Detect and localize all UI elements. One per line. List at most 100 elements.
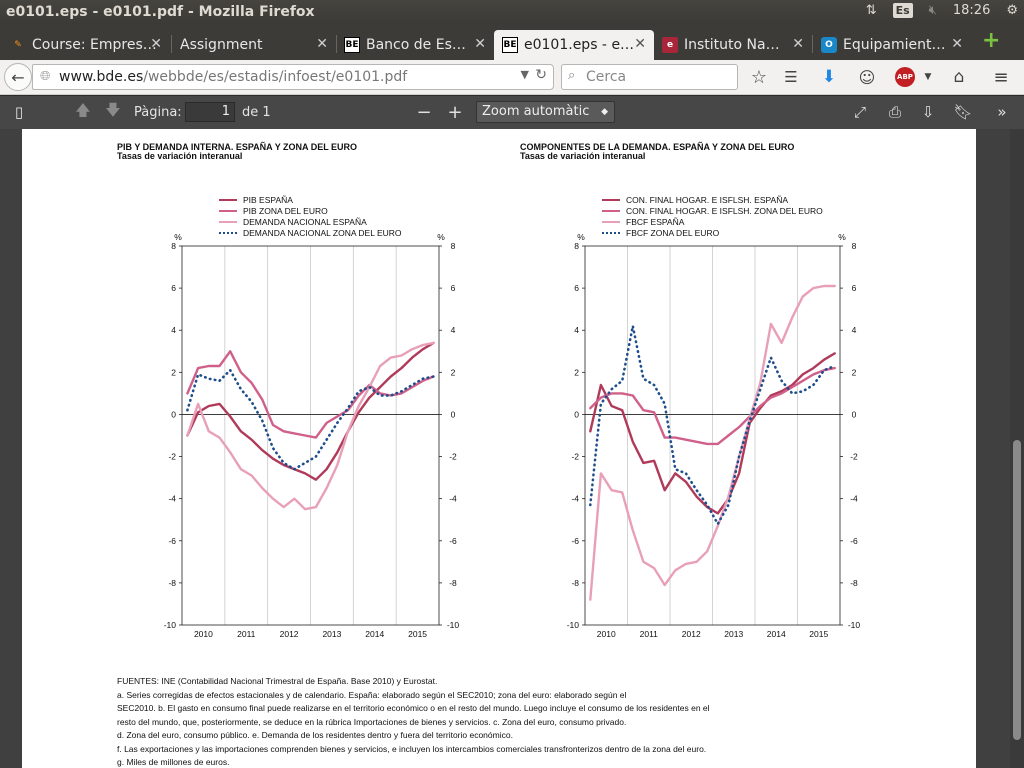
- clock[interactable]: 18:26: [952, 3, 991, 18]
- y-tick-label-right: -8: [850, 578, 858, 588]
- zoom-out-icon[interactable]: −: [416, 101, 432, 123]
- reload-icon[interactable]: ↻: [535, 67, 547, 83]
- x-tick-label: 2011: [640, 629, 659, 639]
- legend-swatch: [219, 199, 237, 201]
- tab-banco-espana[interactable]: BE Banco de Es… ✕: [336, 30, 494, 60]
- chevron-down-icon: ▼: [924, 72, 932, 82]
- x-tick-label: 2012: [280, 629, 299, 639]
- pdf-page: PIB Y DEMANDA INTERNA. ESPAÑA Y ZONA DEL…: [22, 129, 976, 768]
- tools-chevron-icon[interactable]: »: [997, 103, 1007, 121]
- reading-list-button[interactable]: ☰: [780, 66, 802, 88]
- home-button[interactable]: ⌂: [948, 66, 970, 88]
- legend-item: PIB ZONA DEL EURO: [219, 206, 328, 216]
- previous-page-icon[interactable]: 🡅: [75, 100, 91, 119]
- footnote-line: FUENTES: INE (Contabilidad Nacional Trim…: [117, 676, 438, 686]
- page-number-input[interactable]: 1: [185, 102, 235, 122]
- download-icon[interactable]: ⇩: [921, 103, 935, 121]
- chart1-title: PIB Y DEMANDA INTERNA. ESPAÑA Y ZONA DEL…: [117, 142, 358, 152]
- y-tick-label-right: -2: [850, 452, 858, 462]
- close-icon[interactable]: ✕: [150, 36, 162, 52]
- y-tick-label-left: -10: [567, 620, 580, 630]
- y-tick-label-left: 8: [574, 241, 579, 251]
- adblock-icon: ABP: [897, 73, 913, 81]
- zoom-select[interactable]: Zoom automàtic ◆: [476, 101, 615, 123]
- window-title: e0101.eps - e0101.pdf - Mozilla Firefox: [6, 4, 315, 20]
- y-tick-label-right: -2: [449, 452, 457, 462]
- chevron-updown-icon: ◆: [601, 107, 608, 117]
- legend-label: FBCF ZONA DEL EURO: [626, 228, 720, 238]
- legend-item: PIB ESPAÑA: [219, 195, 293, 205]
- y-tick-label-right: 0: [451, 409, 456, 419]
- close-icon[interactable]: ✕: [951, 36, 963, 52]
- power-gear-icon[interactable]: ⚙: [1006, 3, 1018, 18]
- x-tick-label: 2015: [408, 629, 427, 639]
- url-bar[interactable]: 🌐︎ www.bde.es/webbde/es/estadis/infoest/…: [32, 64, 554, 90]
- legend-item: FBCF ESPAÑA: [602, 217, 684, 227]
- y-tick-label-right: -8: [449, 578, 457, 588]
- menu-button[interactable]: ≡: [990, 66, 1012, 88]
- legend-label: FBCF ESPAÑA: [626, 217, 685, 227]
- hello-button[interactable]: ☺: [856, 66, 878, 88]
- legend-swatch: [602, 232, 620, 234]
- search-placeholder: Cerca: [586, 69, 627, 85]
- navigation-toolbar: ← 🌐︎ www.bde.es/webbde/es/estadis/infoes…: [0, 60, 1024, 95]
- tab-equipamiento[interactable]: O Equipamient… ✕: [813, 30, 971, 60]
- close-icon[interactable]: ✕: [792, 36, 804, 52]
- y-tick-label-left: -4: [571, 494, 579, 504]
- bookmark-icon[interactable]: 🔖︎: [953, 103, 973, 121]
- print-icon[interactable]: ⎙: [888, 103, 901, 121]
- tab-e0101-pdf[interactable]: BE e0101.eps - e… ✕: [494, 30, 654, 60]
- search-field[interactable]: ⌕ Cerca: [561, 64, 738, 90]
- star-icon: ☆: [750, 66, 768, 88]
- adblock-menu-button[interactable]: ▼: [922, 70, 934, 84]
- y-tick-label-left: 2: [574, 367, 579, 377]
- zoom-in-icon[interactable]: +: [447, 101, 463, 123]
- sidebar-toggle-icon[interactable]: ▯: [14, 103, 24, 121]
- close-icon[interactable]: ✕: [634, 36, 646, 52]
- fullscreen-icon[interactable]: ⤢: [853, 103, 866, 121]
- tab-instituto-nacional[interactable]: e Instituto Na… ✕: [654, 30, 812, 60]
- legend-label: DEMANDA NACIONAL ZONA DEL EURO: [243, 228, 402, 238]
- tab-course[interactable]: ✎ Course: Empres… ✕: [2, 30, 170, 60]
- plot-frame: [584, 245, 841, 626]
- o-icon: O: [821, 37, 837, 53]
- adblock-button[interactable]: ABP: [895, 67, 915, 87]
- y-unit-label-right: %: [437, 232, 445, 242]
- y-tick-label-left: -6: [168, 536, 176, 546]
- x-tick-label: 2010: [597, 629, 616, 639]
- x-tick-label: 2013: [724, 629, 743, 639]
- close-icon[interactable]: ✕: [316, 36, 328, 52]
- y-tick-label-left: -8: [571, 578, 579, 588]
- tab-assignment[interactable]: Assignment ✕: [172, 30, 336, 60]
- close-icon[interactable]: ✕: [474, 36, 486, 52]
- footnote-line: SEC2010. b. El gasto en consumo final pu…: [117, 703, 710, 713]
- downloads-button[interactable]: ⬇: [818, 66, 840, 88]
- x-tick-label: 2014: [365, 629, 384, 639]
- tab-separator: [812, 35, 813, 53]
- bookmark-star-button[interactable]: ☆: [748, 66, 770, 88]
- next-page-icon[interactable]: 🡇: [105, 100, 121, 119]
- volume-muted-icon[interactable]: 🔇︎: [928, 3, 937, 18]
- network-transfer-icon[interactable]: ⇅: [865, 3, 877, 18]
- pdf-viewer[interactable]: PIB Y DEMANDA INTERNA. ESPAÑA Y ZONA DEL…: [0, 129, 1010, 768]
- keyboard-layout-indicator[interactable]: Es: [892, 3, 913, 18]
- tab-strip: ✎ Course: Empres… ✕ Assignment ✕ BE Banc…: [0, 25, 1024, 60]
- legend-swatch: [602, 199, 620, 201]
- y-tick-label-right: 0: [852, 409, 857, 419]
- y-tick-label-right: -10: [447, 620, 460, 630]
- download-arrow-icon: ⬇: [821, 67, 837, 87]
- smiley-icon: ☺: [858, 67, 876, 87]
- tab-label: e0101.eps - e…: [524, 37, 635, 53]
- y-tick-label-left: 8: [171, 241, 176, 251]
- dropdown-arrow-icon[interactable]: ▼: [520, 68, 529, 81]
- back-button[interactable]: ←: [4, 63, 32, 91]
- x-tick-label: 2011: [237, 629, 256, 639]
- y-tick-label-left: 0: [574, 409, 579, 419]
- tab-label: Equipamient…: [843, 37, 946, 53]
- y-tick-label-left: 2: [171, 367, 176, 377]
- scrollbar-thumb[interactable]: [1013, 440, 1021, 740]
- y-tick-label-right: -6: [850, 536, 858, 546]
- y-tick-label-left: 4: [574, 325, 579, 335]
- series-line: [588, 324, 837, 526]
- new-tab-plus-icon[interactable]: +: [982, 28, 1001, 53]
